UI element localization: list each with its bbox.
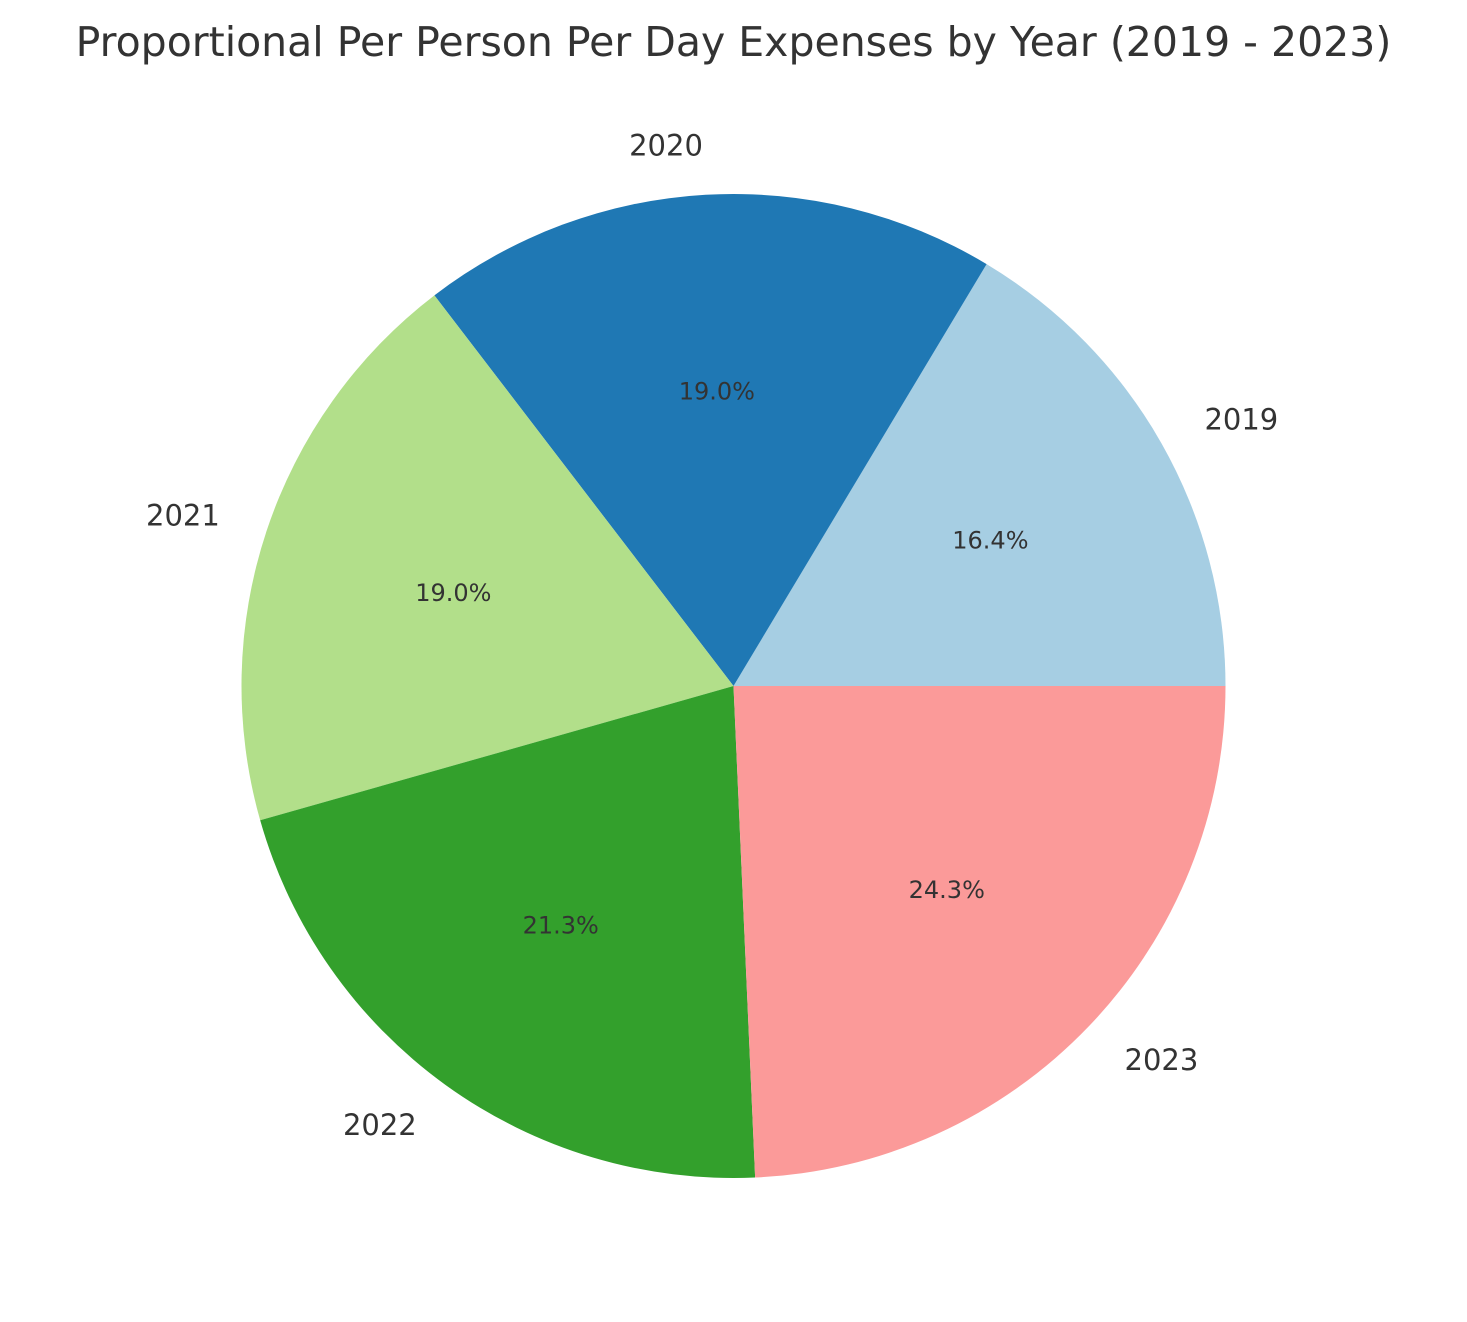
slice-label-2023: 2023 [1125, 1043, 1199, 1077]
slice-percent-2021: 19.0% [415, 579, 491, 607]
chart-title: Proportional Per Person Per Day Expenses… [76, 18, 1392, 66]
pie-slice-2021 [241, 295, 734, 821]
slice-percent-2020: 19.0% [679, 377, 755, 405]
pie-labels: 2019 16.4% 2020 19.0% 2021 19.0% 2022 21.3% 2023… [146, 129, 1278, 1142]
slice-label-2021: 2021 [146, 499, 220, 533]
pie-slice-2019 [733, 264, 1226, 686]
pie-slices [241, 194, 1226, 1178]
slice-percent-2019: 16.4% [952, 527, 1028, 555]
pie-slice-2020 [434, 194, 987, 686]
slice-percent-2023: 24.3% [909, 876, 985, 904]
slice-label-2022: 2022 [343, 1108, 417, 1142]
slice-label-2020: 2020 [629, 129, 703, 163]
slice-label-2019: 2019 [1204, 402, 1278, 436]
pie-slice-2022 [260, 686, 756, 1178]
pie-slice-2023 [733, 686, 1226, 1178]
slice-percent-2022: 21.3% [523, 911, 599, 939]
